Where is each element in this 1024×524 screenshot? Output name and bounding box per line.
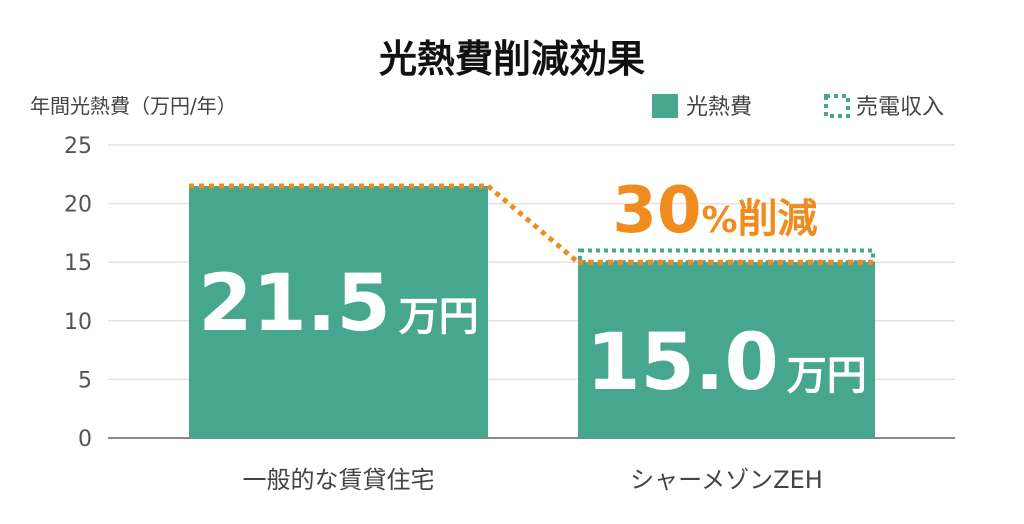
reduction-annotation: 30%削減 [612, 174, 817, 248]
x-tick-label: 一般的な賃貸住宅 [243, 466, 435, 494]
bar-2-sales-income [578, 248, 875, 265]
data-label-2: 15.0 万円 [586, 318, 866, 408]
legend-label-series-2: 売電収入 [856, 95, 944, 120]
bars [189, 183, 875, 438]
reduction-number: 30 [612, 174, 701, 248]
legend-swatch-solid [652, 94, 678, 118]
y-tick-label: 20 [64, 193, 92, 218]
legend-swatch-dotted [824, 94, 850, 118]
legend: 光熱費 売電収入 [652, 94, 944, 120]
reduction-text: 削減 [738, 196, 818, 242]
data-label-1: 21.5 万円 [198, 259, 478, 349]
reduction-connector [486, 184, 580, 265]
x-axis: 一般的な賃貸住宅 シャーメゾンZEH [243, 466, 823, 494]
y-axis-label: 年間光熱費（万円/年） [30, 94, 237, 118]
y-tick-label: 15 [64, 251, 92, 276]
y-tick-label: 0 [78, 427, 92, 452]
bar-1 [189, 186, 488, 438]
chart-title: 光熱費削減効果 [379, 37, 645, 81]
data-label-unit: 万円 [399, 294, 479, 340]
legend-label-series-1: 光熱費 [686, 95, 752, 120]
bar-2 [578, 262, 875, 438]
y-tick-label: 5 [78, 368, 92, 393]
data-label-value: 15.0 [586, 318, 778, 408]
reduction-percent-sign: % [701, 200, 737, 241]
y-tick-label: 25 [64, 134, 92, 159]
y-tick-label: 10 [64, 310, 92, 335]
y-axis: 0 5 10 15 20 25 [64, 134, 92, 452]
x-tick-label: シャーメゾンZEH [630, 466, 823, 494]
data-label-unit: 万円 [787, 353, 867, 399]
data-label-value: 21.5 [198, 259, 390, 349]
